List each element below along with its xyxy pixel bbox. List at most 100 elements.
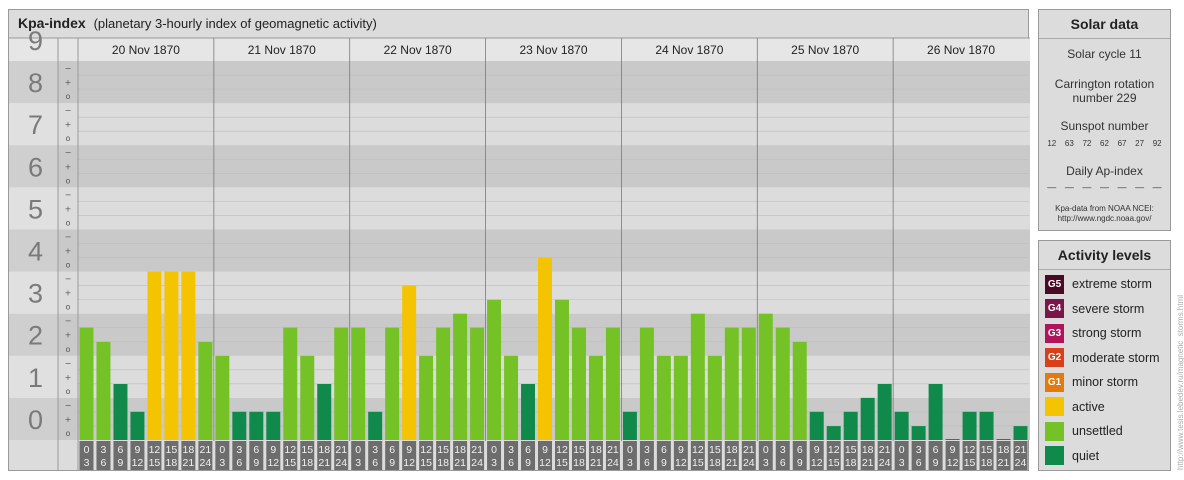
y-tick-label: 2: [28, 321, 43, 351]
hour-label-box: [843, 441, 858, 470]
hour-label-end: 21: [998, 457, 1010, 469]
kp-bar: [368, 411, 383, 440]
hour-label-start: 15: [573, 444, 585, 456]
kp-bar: [877, 383, 892, 440]
kp-bar: [775, 327, 790, 440]
hour-label-start: 18: [998, 444, 1010, 456]
hour-label-box: [181, 441, 196, 470]
carrington-rotation-line2: number 229: [1072, 91, 1137, 105]
kp-bar: [639, 327, 654, 440]
kp-bar: [690, 313, 705, 440]
legend-swatch: [1045, 397, 1064, 417]
subtick-label: −: [65, 401, 72, 410]
hour-label-end: 3: [84, 457, 90, 469]
hour-label-box: [215, 441, 230, 470]
hour-label-end: 18: [573, 457, 585, 469]
hour-label-box: [368, 441, 383, 470]
y-tick-label: 4: [28, 237, 43, 267]
subtick-label: o: [66, 303, 71, 312]
hour-label-end: 6: [372, 457, 378, 469]
hour-label-start: 15: [437, 444, 449, 456]
hour-label-box: [266, 441, 281, 470]
hour-label-start: 9: [814, 444, 820, 456]
hour-label-start: 0: [627, 444, 633, 456]
hour-label-start: 21: [879, 444, 891, 456]
hour-label-box: [521, 441, 536, 470]
kp-bar: [724, 327, 739, 440]
hour-label-box: [911, 441, 926, 470]
hour-label-end: 21: [454, 457, 466, 469]
hour-label-start: 18: [726, 444, 738, 456]
hour-label-start: 21: [471, 444, 483, 456]
y-tick-label: 5: [28, 194, 43, 224]
hour-label-end: 6: [101, 457, 107, 469]
kp-bar: [249, 411, 264, 440]
hour-label-box: [928, 441, 943, 470]
legend-swatch: [1045, 421, 1064, 441]
legend-item-minor-storm: G1 minor storm: [1039, 370, 1170, 395]
hour-label-end: 18: [437, 457, 449, 469]
hour-label-start: 15: [301, 444, 313, 456]
kp-bar: [622, 411, 637, 440]
subtick-label: o: [66, 134, 71, 143]
kp-bar: [113, 383, 128, 440]
subtick-label: −: [65, 64, 72, 73]
sunspot-value: 63: [1064, 139, 1074, 148]
hour-label-start: 3: [101, 444, 107, 456]
kp-bar: [741, 327, 756, 440]
hour-label-end: 12: [539, 457, 551, 469]
hour-label-end: 15: [284, 457, 296, 469]
hour-label-box: [96, 441, 111, 470]
kp-bar: [673, 355, 688, 440]
hour-label-start: 15: [166, 444, 178, 456]
legend-swatch: G3: [1045, 323, 1064, 343]
hour-label-box: [1013, 441, 1028, 470]
kp-bar: [571, 327, 586, 440]
day-label: 26 Nov 1870: [927, 43, 995, 57]
hour-label-start: 0: [355, 444, 361, 456]
legend-item-unsettled: unsettled: [1039, 419, 1170, 444]
hour-label-box: [707, 441, 722, 470]
hour-label-start: 12: [149, 444, 161, 456]
kp-bar: [300, 355, 315, 440]
ap-index-value: —: [1099, 182, 1109, 192]
kp-bar: [588, 355, 603, 440]
hour-label-start: 6: [118, 444, 124, 456]
hour-label-start: 9: [135, 444, 141, 456]
subtick-label: −: [65, 232, 72, 241]
hour-label-start: 3: [508, 444, 514, 456]
date-header-band: [9, 38, 1030, 61]
kp-label-band: [9, 145, 58, 188]
subtick-label: o: [66, 261, 71, 270]
day-label: 20 Nov 1870: [112, 43, 180, 57]
subtick-label: +: [65, 415, 72, 424]
hour-label-end: 21: [183, 457, 195, 469]
activity-levels-panel: Activity levels G5 extreme storm G4 severe …: [1038, 240, 1171, 471]
hour-label-end: 12: [811, 457, 823, 469]
kp-bar: [928, 383, 943, 440]
hour-label-box: [147, 441, 162, 470]
hour-label-start: 3: [916, 444, 922, 456]
hour-label-box: [894, 441, 909, 470]
hour-label-start: 6: [389, 444, 395, 456]
sunspot-value: 92: [1152, 139, 1162, 148]
hour-label-end: 15: [692, 457, 704, 469]
kp-bar: [792, 341, 807, 440]
hour-label-end: 12: [267, 457, 279, 469]
hour-label-end: 24: [743, 457, 755, 469]
hour-label-start: 0: [219, 444, 225, 456]
hour-label-end: 9: [253, 457, 259, 469]
carrington-rotation-line1: Carrington rotation: [1054, 77, 1155, 91]
hour-label-start: 21: [200, 444, 212, 456]
hour-label-start: 3: [372, 444, 378, 456]
hour-label-start: 21: [743, 444, 755, 456]
hour-label-end: 3: [355, 457, 361, 469]
subtick-label: −: [65, 190, 72, 199]
subtick-label: o: [66, 429, 71, 438]
kp-bar: [453, 313, 468, 440]
kp-bar: [979, 411, 994, 440]
legend-label: strong storm: [1072, 326, 1142, 341]
solar-data-panel: Solar data Solar cycle 11 Carrington rot…: [1038, 9, 1171, 231]
y-tick-label: 0: [28, 405, 43, 435]
subtick-label: +: [65, 120, 72, 129]
